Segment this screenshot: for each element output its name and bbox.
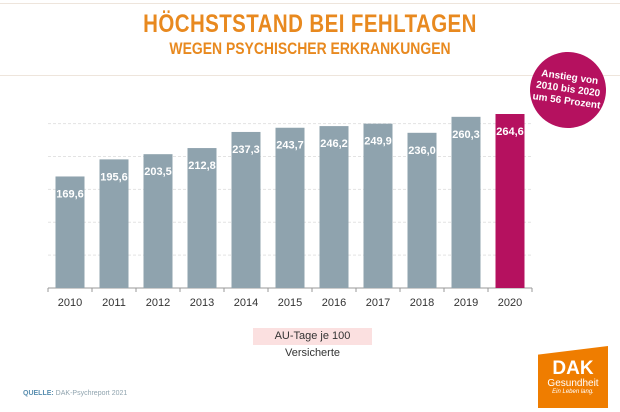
dak-logo: DAK Gesundheit Ein Leben lang. — [538, 346, 608, 408]
logo-text: Gesundheit — [547, 378, 599, 389]
data-label: 249,9 — [364, 136, 392, 148]
logo-text: DAK — [552, 358, 594, 379]
data-label: 246,2 — [320, 138, 348, 150]
logo-text: Ein Leben lang. — [552, 389, 594, 395]
bar — [407, 132, 437, 288]
data-label: 236,0 — [408, 145, 436, 157]
bar — [319, 126, 349, 289]
data-label: 260,3 — [452, 129, 480, 141]
top-rule — [0, 3, 620, 4]
tick-label: 2016 — [322, 297, 346, 309]
bar — [231, 131, 261, 288]
tick-label: 2015 — [278, 297, 302, 309]
data-label: 237,3 — [232, 144, 260, 156]
data-label: 264,6 — [496, 126, 524, 138]
tick-label: 2010 — [58, 297, 82, 309]
tick-label: 2011 — [102, 297, 126, 309]
chart-title: HÖCHSTSTAND BEI FEHLTAGEN — [143, 10, 477, 38]
chart-subtitle: WEGEN PSYCHISCHER ERKRANKUNGEN — [169, 39, 451, 58]
source-label: QUELLE: — [23, 390, 54, 397]
data-label: 243,7 — [276, 140, 304, 152]
source-text: DAK-Psychreport 2021 — [53, 390, 128, 397]
tick-label: 2012 — [146, 297, 170, 309]
data-label: 195,6 — [100, 171, 128, 183]
tick-label: 2018 — [410, 297, 434, 309]
tick-label: 2017 — [366, 297, 390, 309]
tick-label: 2014 — [234, 297, 258, 309]
bar — [275, 127, 305, 288]
bar — [363, 123, 393, 289]
x-axis-label: AU-Tage je 100 Versicherte — [253, 328, 372, 359]
bar — [55, 176, 85, 288]
bar — [451, 116, 481, 288]
bar — [187, 148, 217, 288]
tick-label: 2013 — [190, 297, 214, 309]
bar — [99, 159, 129, 288]
data-label: 212,8 — [188, 160, 216, 172]
tick-label: 2020 — [498, 297, 522, 309]
title-rule — [0, 75, 620, 76]
data-label: 169,6 — [56, 188, 84, 200]
bar — [143, 154, 173, 288]
data-label: 203,5 — [144, 166, 172, 178]
tick-label: 2019 — [454, 297, 478, 309]
bar — [495, 114, 525, 288]
source-note: QUELLE: DAK-Psychreport 2021 — [23, 390, 127, 397]
